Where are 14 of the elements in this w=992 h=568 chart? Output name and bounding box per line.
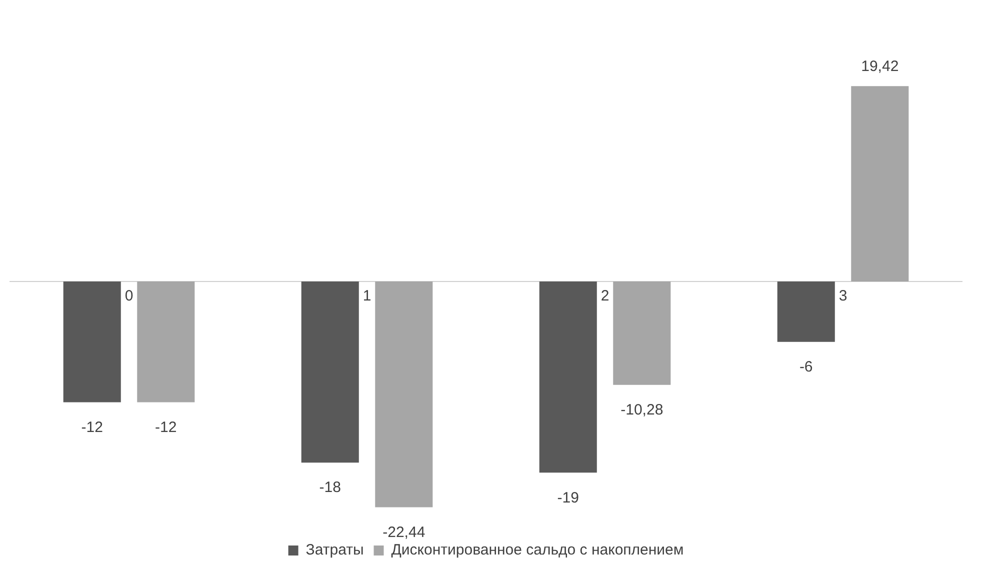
data-label: -19 <box>557 489 579 506</box>
x-tick-label: 0 <box>124 288 134 305</box>
data-label: -10,28 <box>620 402 664 419</box>
data-label: -22,44 <box>382 524 426 541</box>
data-label: -12 <box>155 418 177 436</box>
data-label: -18 <box>319 479 341 496</box>
data-label: 19,42 <box>861 58 899 75</box>
x-tick-label: 2 <box>600 288 610 305</box>
x-tick-label: 3 <box>838 288 848 305</box>
data-label: -12 <box>81 418 103 436</box>
data-label: -6 <box>799 358 813 376</box>
legend-label: Дисконтированное сальдо с накоплением <box>391 542 684 559</box>
x-tick-label: 1 <box>362 288 372 305</box>
legend-label: Затраты <box>306 542 364 559</box>
